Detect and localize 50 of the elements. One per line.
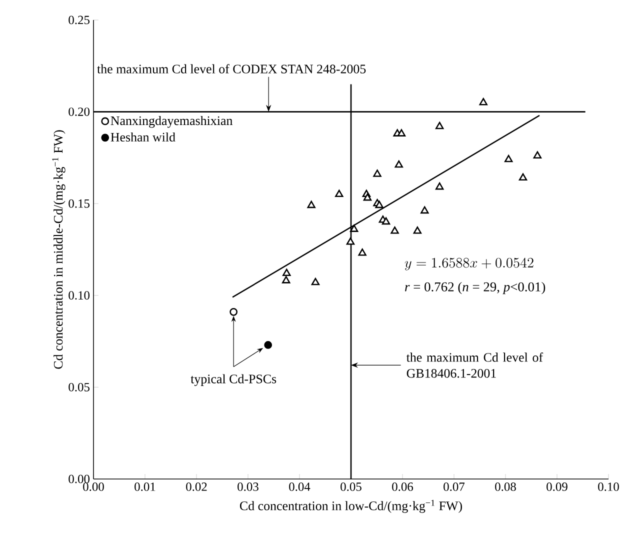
legend-label: Heshan wild (110, 132, 176, 142)
point (420, 206, 429, 214)
point (533, 151, 542, 158)
point (413, 226, 422, 234)
point (435, 182, 444, 190)
x-axis-title: Cd concentration in low-Cd/(mg·kg$^{−1}$ FW) (240, 500, 462, 513)
y-tick-label: 0.20 (68, 108, 90, 116)
y-tick-label: 0.10 (68, 291, 90, 300)
annotation: $y = 1.6588x+0.0542$ (404, 258, 534, 270)
point (435, 122, 444, 130)
ref-line-label: the maximum Cd level of GB18406.1-2001 (406, 352, 544, 378)
point (382, 217, 390, 225)
x-tick-label: 0.06 (392, 482, 414, 491)
point (282, 276, 290, 284)
x-tick-label: 0.08 (495, 482, 516, 491)
point (264, 341, 272, 349)
point (373, 170, 382, 177)
point (504, 154, 513, 162)
point (397, 129, 406, 136)
point (358, 248, 366, 256)
point (479, 98, 488, 106)
x-tick-label: 0.02 (186, 482, 207, 491)
legend-label: Nanxingdayemashixian (110, 116, 233, 128)
point (518, 173, 528, 181)
ref-line-label: the maximum Cd level of CODEX STAN 248-2005 (97, 64, 366, 74)
y-axis-title: Cd concentration in middle-Cd/(mg·kg$^{−1}$ FW) (52, 130, 66, 369)
point (311, 278, 320, 286)
x-tick-label: 0.04 (289, 482, 310, 491)
point (346, 238, 355, 245)
y-tick-label: 0.15 (68, 199, 90, 208)
x-tick-label: 0.03 (238, 482, 258, 491)
point (230, 308, 238, 316)
annotation: r = 0.762 (n = 29, p<0.01) (405, 282, 546, 294)
annotation: typical Cd-PSCs (190, 374, 276, 386)
point (282, 268, 291, 276)
x-tick-label: 0.09 (546, 482, 568, 491)
point (394, 160, 403, 168)
point (350, 224, 358, 232)
x-tick-label: 0.01 (134, 482, 156, 491)
point (307, 200, 316, 208)
y-tick-label: 0.25 (68, 16, 90, 24)
point (335, 190, 344, 198)
x-tick-label: 0.05 (340, 482, 362, 491)
x-tick-label: 0.07 (444, 482, 465, 491)
x-tick-label: 0.00 (83, 482, 104, 491)
x-tick-label: 0.10 (598, 482, 619, 491)
point (390, 226, 399, 234)
y-tick-label: 0.00 (68, 474, 90, 484)
y-tick-label: 0.05 (68, 382, 90, 392)
point (363, 193, 372, 201)
